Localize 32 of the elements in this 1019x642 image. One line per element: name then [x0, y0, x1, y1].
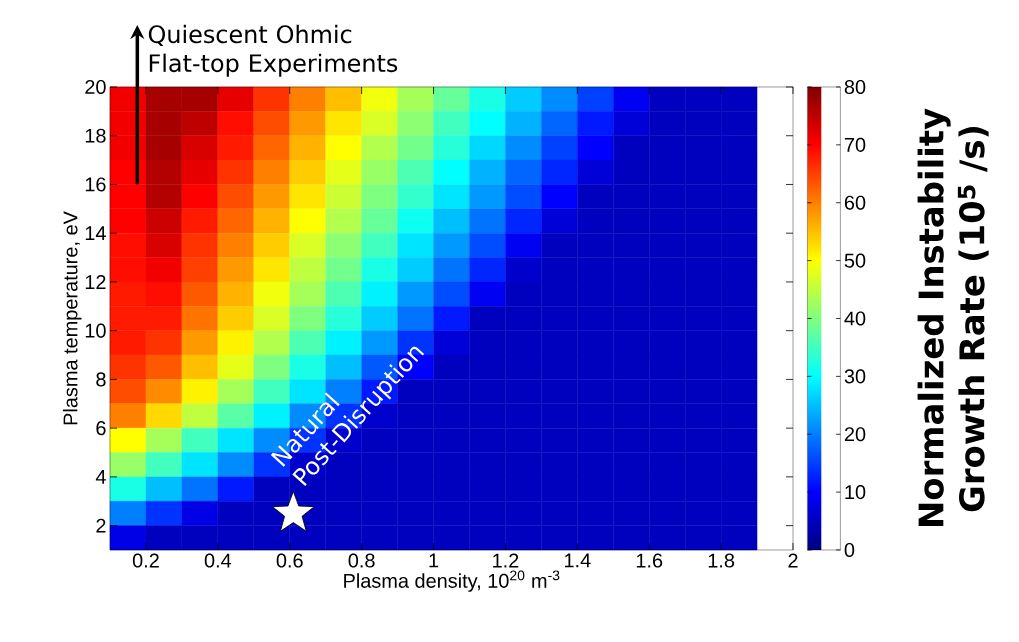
y-tick-label: 6 [96, 421, 106, 436]
color-bar-label: 80 [844, 79, 866, 95]
x-tick-label: 1.8 [708, 553, 735, 568]
x-axis-title: Plasma density, 10$^{20}$ m$^{-3}$ [344, 570, 560, 592]
y-tick-label: 8 [96, 372, 106, 387]
y-tick-label: 18 [85, 128, 106, 143]
color-bar-label: 70 [844, 137, 866, 152]
x-tick-label: 1.2 [493, 553, 519, 568]
y-tick-label: 20 [85, 79, 106, 95]
y-tick-label: 14 [85, 226, 106, 241]
color-bar-label: 50 [844, 253, 866, 268]
color-bar-label: 20 [844, 427, 866, 442]
color-bar-label: 0 [844, 542, 855, 558]
x-tick-label: 0.2 [132, 553, 159, 568]
x-tick-label: 1 [429, 553, 439, 568]
text: Quiescent Ohmic Flat-top Experiments [148, 24, 398, 77]
y-tick-label: 16 [85, 177, 106, 192]
y-axis-title: Plasma temperature, eV [62, 211, 82, 425]
color-bar-label: 10 [845, 485, 866, 500]
y-tick-label: 4 [95, 470, 106, 484]
color-bar-label: 60 [844, 195, 866, 210]
x-tick-label: 1.4 [564, 553, 591, 568]
x-tick-label: 0.8 [348, 553, 375, 568]
y-tick-label: 2 [96, 518, 106, 533]
color-bar-label: 30 [844, 369, 866, 384]
x-tick-label: 2 [788, 553, 798, 568]
y-tick-label: 10 [85, 323, 106, 338]
x-tick-label: 0.6 [276, 553, 303, 568]
color-bar-label: 40 [844, 311, 866, 326]
y-tick-label: 12 [85, 274, 106, 289]
x-tick-label: 0.4 [204, 553, 232, 568]
x-tick-label: 1.6 [636, 553, 663, 568]
